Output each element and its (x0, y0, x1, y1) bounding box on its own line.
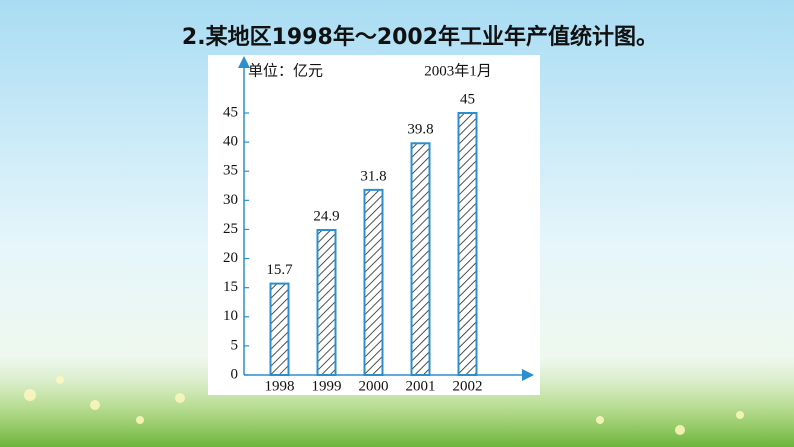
y-tick-label: 40 (223, 134, 238, 150)
unit-label: 单位：亿元 (248, 62, 323, 79)
y-tick-label: 0 (231, 366, 239, 382)
value-label: 39.8 (407, 122, 433, 138)
value-label: 45 (460, 91, 475, 107)
x-tick-label: 1998 (265, 378, 295, 394)
y-tick-label: 35 (223, 163, 238, 179)
bar (269, 282, 290, 377)
y-tick-label: 45 (223, 104, 238, 120)
value-label: 31.8 (360, 168, 386, 184)
bar (410, 142, 431, 376)
x-tick-label: 1999 (312, 378, 342, 394)
y-tick-label: 10 (223, 308, 238, 324)
date-label: 2003年1月 (424, 62, 492, 79)
bar (457, 112, 478, 376)
flowers (24, 376, 744, 435)
y-tick-label: 30 (223, 192, 238, 208)
y-tick-label: 15 (223, 279, 238, 295)
y-tick-label: 25 (223, 221, 238, 237)
bar (316, 229, 337, 376)
bar (363, 188, 384, 376)
x-tick-label: 2002 (453, 378, 483, 394)
y-tick-label: 5 (231, 337, 239, 353)
x-tick-label: 2001 (406, 378, 436, 394)
x-tick-label: 2000 (359, 378, 389, 394)
value-label: 15.7 (266, 262, 293, 278)
value-label: 24.9 (313, 208, 339, 224)
chart-title: 2.某地区1998年～2002年工业年产值统计图。 (182, 24, 658, 50)
y-tick-label: 20 (223, 250, 238, 266)
